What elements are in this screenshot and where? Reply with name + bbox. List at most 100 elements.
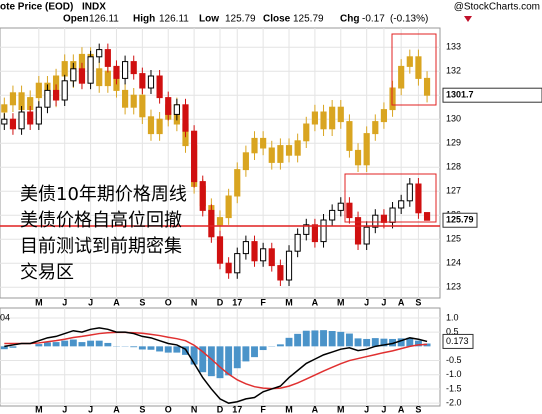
- histogram-bar: [69, 339, 77, 347]
- histogram-bar: [363, 338, 371, 347]
- candle-body: [199, 181, 206, 211]
- header-label: High: [133, 14, 155, 25]
- x-tick-label: N: [191, 404, 198, 414]
- candle-body: [354, 149, 362, 166]
- header-note: (-0.13%): [390, 14, 428, 25]
- header-label: Close: [263, 14, 291, 25]
- candle-body: [329, 106, 336, 130]
- last-value: 1301.7: [446, 90, 474, 100]
- candle-body: [208, 209, 215, 238]
- x-tick-label: J: [88, 404, 93, 414]
- x-tick-label: D: [217, 404, 224, 414]
- annotation: 交易区: [20, 262, 74, 283]
- candle-body: [27, 111, 34, 125]
- x-tick-label: S: [415, 404, 421, 414]
- x-tick-label: A: [398, 404, 405, 414]
- histogram-bar: [78, 342, 86, 347]
- header-value: 125.79: [225, 14, 256, 25]
- y-tick-label: 129: [446, 138, 461, 148]
- header-value: 125.79: [293, 14, 324, 25]
- histogram-bar: [337, 331, 345, 347]
- histogram-bar: [199, 346, 207, 373]
- candle-body: [337, 106, 344, 123]
- candle-body: [268, 248, 275, 267]
- candle-body: [320, 111, 327, 130]
- candle-body: [303, 224, 310, 235]
- histogram-bar: [242, 346, 250, 362]
- annotation: 目前测试到前期密集: [20, 236, 182, 257]
- candle-body: [294, 233, 301, 252]
- y-tick-label: -2.0: [446, 398, 462, 408]
- candle-body: [96, 68, 103, 87]
- symbol: INDX: [82, 2, 106, 13]
- histogram-bar: [251, 346, 258, 358]
- candle-body: [303, 123, 310, 142]
- y-tick-label: 1.0: [446, 312, 459, 322]
- candle-body: [398, 200, 405, 209]
- candle-body: [285, 250, 293, 281]
- candle-body: [173, 104, 180, 115]
- x-tick-label: N: [191, 297, 198, 307]
- histogram-bar: [406, 337, 414, 347]
- candle-body: [260, 248, 267, 262]
- histogram-bar: [130, 346, 138, 348]
- candle-body: [242, 241, 249, 255]
- plot: [0, 28, 440, 406]
- y-tick-label: 132: [446, 66, 461, 76]
- candle-body: [113, 65, 120, 79]
- histogram-bar: [190, 346, 198, 365]
- candle-body: [415, 183, 422, 214]
- y-tick-label: -1.0: [446, 369, 462, 379]
- x-tick-label: A: [398, 297, 405, 307]
- highlight-box: [344, 173, 437, 223]
- histogram-bar: [328, 331, 336, 347]
- candle-body: [1, 118, 8, 125]
- x-tick-label: A: [312, 404, 319, 414]
- x-tick-label: J: [364, 404, 369, 414]
- chart-title: ote Price (EOD): [0, 2, 73, 13]
- y-tick-label: 127: [446, 186, 461, 196]
- candle-body: [363, 226, 370, 245]
- histogram-bar: [397, 338, 405, 347]
- histogram-bar: [225, 346, 233, 376]
- candle-body: [35, 106, 42, 125]
- candle-body: [139, 94, 146, 118]
- y-tick-label: 123: [446, 282, 461, 292]
- candle-body: [165, 97, 172, 115]
- x-tick-label: J: [381, 404, 386, 414]
- histogram-bar: [294, 333, 302, 347]
- histogram-bar: [371, 338, 379, 347]
- candle-body: [277, 265, 284, 281]
- down-arrow: [464, 16, 472, 22]
- macd-line: [4, 331, 428, 390]
- candle-body: [216, 236, 224, 264]
- histogram-bar: [138, 346, 146, 350]
- x-tick-label: J: [62, 404, 67, 414]
- x-tick-label: 17: [232, 297, 242, 307]
- candle-body: [191, 130, 198, 183]
- candle-body: [311, 224, 318, 243]
- histogram-bar: [9, 346, 17, 348]
- y-tick-label: -1.5: [446, 383, 462, 393]
- candle-body: [389, 87, 396, 111]
- header-value: -0.17: [362, 14, 385, 25]
- x-tick-label: M: [337, 404, 345, 414]
- candle-body: [363, 133, 370, 166]
- header-value: 126.11: [89, 14, 119, 25]
- annotation: 美债10年期价格周线: [20, 184, 187, 205]
- last-value-box: [442, 212, 478, 228]
- y-tick-label: -0.5: [446, 355, 462, 365]
- histogram-bar: [302, 330, 310, 347]
- last-value: 0.173: [446, 336, 469, 346]
- x-tick-label: O: [165, 404, 172, 414]
- histogram-bar: [156, 346, 164, 352]
- highlight-box: [391, 33, 437, 106]
- candle-body: [406, 183, 413, 202]
- x-tick-label: J: [88, 297, 93, 307]
- candle-body: [380, 109, 388, 123]
- watermark: @StockCharts.com: [454, 2, 540, 13]
- x-tick-label: M: [285, 404, 293, 414]
- macd-line: [4, 327, 428, 404]
- candle-body: [372, 121, 379, 135]
- x-tick-label: S: [139, 404, 145, 414]
